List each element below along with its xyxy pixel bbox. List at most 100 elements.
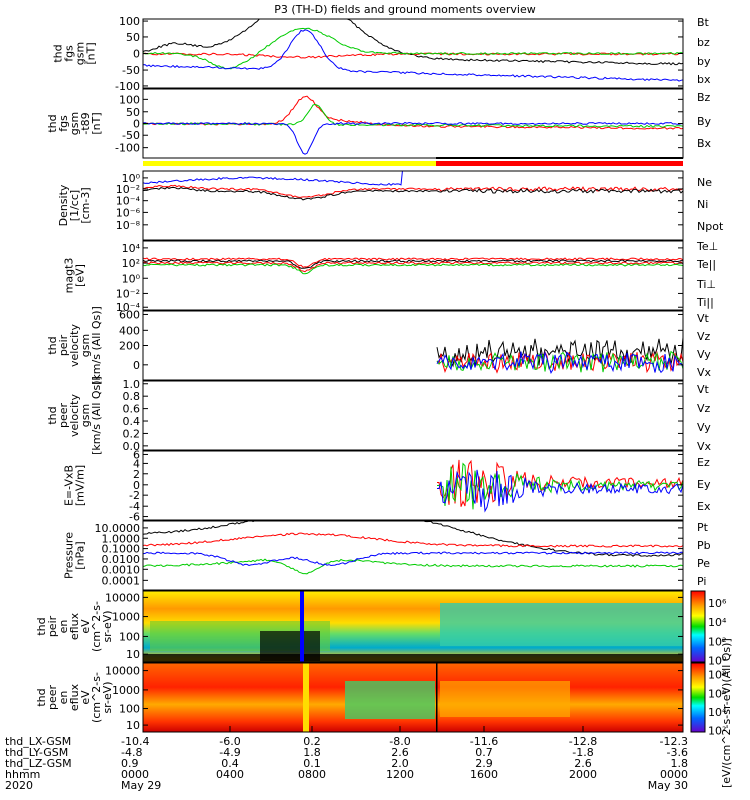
x-tick-label: 2000: [569, 768, 597, 781]
status-black: [436, 157, 683, 159]
svg-text:[mV/m]: [mV/m]: [74, 465, 87, 506]
svg-text:gsm: gsm: [74, 42, 87, 65]
x-tick-label: -8.0: [389, 735, 410, 748]
svg-text:gsm: gsm: [68, 112, 81, 135]
legend-vy: Vy: [697, 348, 711, 361]
colorbar-tick-label: 10⁰: [708, 655, 727, 668]
series-te-line: [143, 259, 683, 269]
x-tick-label: -12.3: [660, 735, 688, 748]
y-tick-label: 400: [119, 324, 140, 337]
panel-peer_velocity: Vt Vz Vy Vx 1.00.80.60.40.20.0 thdpeervelocit…: [46, 376, 712, 455]
colorbar-tick-label: 10²: [708, 725, 726, 738]
svg-text:fgs: fgs: [57, 115, 70, 132]
legend-bx: bx: [697, 73, 711, 86]
x-tick-label: 1.8: [303, 746, 321, 759]
y-tick-label: -50: [122, 129, 140, 142]
x-tick-label: 2.9: [475, 757, 493, 770]
y-tick-label: 1.0: [123, 378, 141, 391]
series-pb-line: [143, 532, 683, 548]
series-vz-line: [436, 350, 683, 374]
x-row-label: 2020: [5, 779, 33, 792]
panel-peir_eflux: 10000 1000 100 10 thdpeirenefluxeV(cm^2-s-sr…: [35, 590, 684, 663]
svg-text:magt3: magt3: [63, 258, 76, 294]
panel-peir_velocity: Vt Vz Vy Vx 600 400 200 0 thdpeirvelocitygsm[km/…: [46, 306, 712, 385]
panel-frame: [142, 662, 684, 733]
legend-bz: bz: [697, 36, 710, 49]
y-tick-label: 0.1000: [102, 543, 141, 556]
legend-vz: Vz: [697, 330, 711, 343]
svg-text:[km/s (All Qs)]: [km/s (All Qs)]: [90, 306, 103, 385]
y-tick-label: 100: [119, 93, 140, 106]
colorbar-tick-label: 10⁴: [708, 706, 727, 719]
series-te-line: [143, 257, 683, 268]
legend-ni: Ni: [697, 198, 708, 211]
svg-text:eflux: eflux: [68, 683, 81, 711]
x-tick-label: 0.4: [221, 757, 239, 770]
series-ni-line: [143, 186, 683, 201]
svg-text:eflux: eflux: [68, 612, 81, 640]
x-row-label: hhmm: [5, 768, 40, 781]
legend-pe: Pe: [697, 557, 710, 570]
panel-frame: [142, 450, 684, 521]
svg-text:eV: eV: [79, 619, 92, 634]
y-tick-label: 0.0100: [102, 553, 141, 566]
svg-text:gsm: gsm: [79, 334, 92, 357]
series-pi-line: [143, 551, 683, 567]
x-tick-label: 1.8: [671, 757, 689, 770]
svg-text:fgs: fgs: [63, 45, 76, 62]
x-tick-label: -1.8: [572, 746, 593, 759]
y-tick-label: 0.4: [123, 415, 141, 428]
y-tick-label: 100: [119, 703, 140, 716]
y-tick-label: 100: [119, 630, 140, 643]
svg-text:Density: Density: [57, 184, 70, 226]
y-tick-label: 50: [126, 31, 140, 44]
svg-text:[km/s (All Qs)]: [km/s (All Qs)]: [90, 376, 103, 455]
series-ti-line: [143, 261, 683, 273]
y-tick-label: 10000: [105, 665, 140, 678]
legend-pi: Pi: [697, 575, 706, 588]
svg-text:en: en: [57, 691, 70, 705]
y-tick-label: 0.2: [123, 427, 141, 440]
panel-temperature: Te⊥ Te|| Ti⊥ Ti|| 10⁴ 10² 10⁰ 10⁻²10⁻⁴ magt3[eV]: [63, 240, 719, 314]
svg-text:thd: thd: [46, 336, 59, 354]
y-tick-label: -50: [122, 64, 140, 77]
legend-npot: Npot: [697, 220, 724, 233]
x-row-label: thd_LY-GSM: [5, 746, 68, 759]
colorbar-tick-label: 10⁶: [708, 597, 727, 610]
y-tick-label: 0: [133, 359, 140, 372]
peak-stripe: [303, 663, 309, 732]
x-tick-label: 2.0: [391, 757, 409, 770]
y-tick-label: -100: [115, 142, 140, 155]
y-tick-label: 10²: [122, 257, 140, 270]
legend-bt: Bt: [697, 16, 710, 29]
svg-text:sr-eV): sr-eV): [101, 610, 114, 642]
legend-vt: Vt: [697, 383, 710, 396]
svg-text:(cm^2-s-: (cm^2-s-: [90, 601, 103, 652]
series-ez-line: [437, 459, 683, 507]
y-tick-label: -100: [115, 80, 140, 93]
y-tick-label: 100: [119, 15, 140, 28]
legend-ex: Ex: [697, 500, 711, 513]
x-tick-label: 0.7: [475, 746, 493, 759]
legend-by: By: [697, 115, 712, 128]
svg-text:-t89: -t89: [79, 112, 92, 134]
svg-text:en: en: [57, 620, 70, 634]
series-pe-line: [143, 558, 683, 575]
series-ex-line: [437, 469, 683, 513]
x-row-label: thd_LZ-GSM: [5, 757, 72, 770]
x-tick-label: 0400: [216, 768, 244, 781]
boundary-line: [436, 663, 438, 732]
y-tick-label: 0: [133, 479, 140, 492]
x-tick-label: 2.6: [574, 757, 592, 770]
legend-vt: Vt: [697, 312, 710, 325]
legend-pb: Pb: [697, 539, 711, 552]
svg-text:thd: thd: [46, 114, 59, 132]
x-tick-label: 2.6: [391, 746, 409, 759]
y-tick-label: 10.0000: [95, 522, 141, 535]
colorbar-tick-label: 10⁸: [708, 669, 727, 682]
legend-bx: Bx: [697, 137, 712, 150]
